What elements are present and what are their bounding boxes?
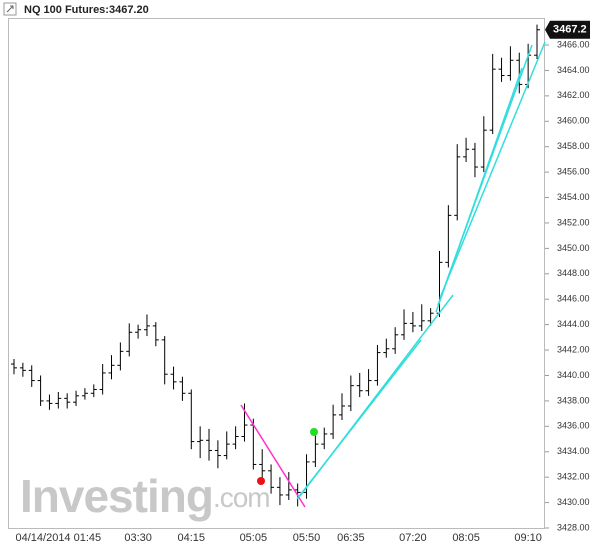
trend-line [439,41,546,299]
y-tick-label: 3462.00 [557,90,590,100]
x-tick-label: 04/14/2014 01:45 [16,532,102,544]
x-tick-label: 05:50 [293,532,321,544]
y-tick-label: 3440.00 [557,370,590,380]
signal-dot [310,428,318,436]
drawings [240,41,546,508]
y-tick-label: 3442.00 [557,344,590,354]
x-tick-label: 05:05 [240,532,268,544]
y-tick-label: 3438.00 [557,395,590,405]
last-price-label: 3467.2 [553,24,587,36]
y-tick-label: 3446.00 [557,294,590,304]
x-tick-label: 04:15 [178,532,206,544]
y-tick-label: 3454.00 [557,192,590,202]
y-tick-label: 3464.00 [557,65,590,75]
signal-dot [257,477,265,485]
bars [11,24,540,507]
y-tick-label: 3460.00 [557,116,590,126]
trend-line [299,294,454,497]
y-tick-label: 3430.00 [557,497,590,507]
y-tick-label: 3444.00 [557,319,590,329]
y-tick-label: 3428.00 [557,522,590,532]
watermark: Investing.com [20,470,271,522]
watermark-main: Investing [20,470,213,522]
y-tick-label: 3434.00 [557,446,590,456]
last-price-box [545,20,590,39]
x-tick-label: 08:05 [452,532,480,544]
y-tick-label: 3458.00 [557,141,590,151]
chart-title: NQ 100 Futures:3467.20 [24,4,149,16]
y-tick-label: 3466.00 [557,39,590,49]
x-tick-label: 09:10 [514,532,542,544]
y-tick-label: 3448.00 [557,268,590,278]
x-tick-label: 06:35 [337,532,365,544]
title-icon-arrow [6,5,14,13]
watermark-text: Investing.com [20,470,270,522]
y-tick-label: 3450.00 [557,243,590,253]
x-tick-label: 03:30 [124,532,152,544]
y-tick-label: 3432.00 [557,472,590,482]
y-tick-label: 3436.00 [557,421,590,431]
y-tick-label: 3452.00 [557,217,590,227]
watermark-suffix: .com [213,482,270,513]
trend-line [437,44,533,306]
y-tick-label: 3456.00 [557,166,590,176]
plot-frame [8,18,545,529]
x-tick-label: 07:20 [399,532,427,544]
trend-line [240,404,306,508]
